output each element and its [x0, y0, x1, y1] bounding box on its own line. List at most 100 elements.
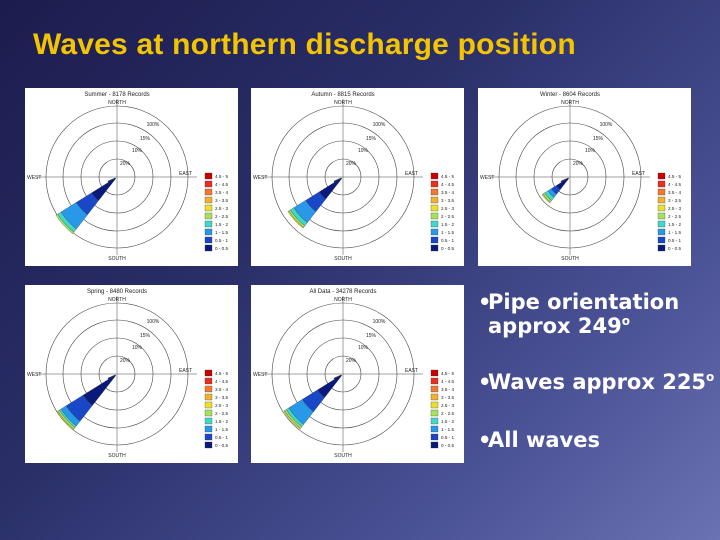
legend-swatch — [430, 196, 439, 204]
legend-label: 2.5 - 3 — [441, 206, 454, 211]
legend-label: 2 - 2.5 — [441, 411, 454, 416]
legend-swatch — [657, 220, 666, 228]
compass-east-label: EAST — [405, 368, 418, 374]
legend-label: 2.5 - 3 — [441, 403, 454, 408]
ring-label: 20% — [573, 161, 584, 167]
rose-wedge — [82, 374, 116, 406]
legend-label: 3 - 3.5 — [441, 395, 454, 400]
legend-label: 2.5 - 3 — [215, 403, 228, 408]
ring-label: 100% — [373, 319, 386, 325]
legend-label: 2 - 2.5 — [215, 214, 228, 219]
legend-swatch — [657, 244, 666, 252]
slide-title: Waves at northern discharge position — [33, 28, 576, 61]
bullet-text: Pipe orientation — [488, 290, 680, 314]
legend-label: 0 - 0.5 — [441, 246, 454, 251]
legend-swatch — [204, 236, 213, 244]
panel-caption: Autumn - 8815 Records — [311, 92, 374, 98]
compass-north-label: NORTH — [561, 100, 579, 106]
rose-wedge-minor — [560, 177, 569, 183]
legend-swatch — [204, 244, 213, 252]
compass-south-label: SOUTH — [334, 256, 352, 262]
rose-wedge — [317, 374, 342, 398]
bullet-pipe-orientation: •Pipe orientation approx 249o — [478, 290, 680, 338]
legend-swatch — [204, 204, 213, 212]
compass-south-label: SOUTH — [108, 453, 126, 459]
legend-swatch — [657, 236, 666, 244]
legend-swatch — [430, 385, 439, 393]
panel-caption: Summer - 8178 Records — [84, 92, 149, 98]
degree-symbol: o — [706, 370, 715, 384]
compass-east-label: EAST — [632, 171, 645, 177]
legend-swatch — [430, 188, 439, 196]
ring-label: 15% — [140, 333, 151, 339]
legend-label: 0 - 0.5 — [215, 443, 228, 448]
rose-plot: Spring - 8480 Records NORTH SOUTH WEST EAST 1… — [27, 289, 228, 459]
bullet-all-waves: •All waves — [478, 428, 600, 452]
legend-label: 3 - 3.5 — [215, 198, 228, 203]
legend-swatch — [204, 196, 213, 204]
legend-label: 4 - 4.5 — [668, 182, 681, 187]
rose-wedge-minor — [107, 177, 116, 183]
legend-swatch — [204, 228, 213, 236]
legend-swatch — [430, 377, 439, 385]
compass-west-label: WEST — [253, 175, 267, 181]
wave-rose-panel-spring: Spring - 8480 Records NORTH SOUTH WEST EAST 1… — [25, 285, 238, 463]
legend-swatch — [430, 425, 439, 433]
legend-label: 4.5 - 5 — [441, 371, 454, 376]
degree-symbol: o — [621, 314, 630, 328]
legend-swatch — [430, 433, 439, 441]
rose-wedge — [283, 410, 301, 430]
compass-west-label: WEST — [480, 175, 494, 181]
ring-label: 20% — [120, 161, 131, 167]
legend-swatch — [430, 180, 439, 188]
ring-label: 100% — [600, 122, 613, 128]
compass-east-label: EAST — [179, 171, 192, 177]
legend-swatch — [204, 188, 213, 196]
legend-swatch — [430, 204, 439, 212]
legend-swatch — [204, 417, 213, 425]
ring-label: 10% — [132, 148, 143, 154]
ring-label: 100% — [147, 122, 160, 128]
legend-swatch — [430, 220, 439, 228]
compass-west-label: WEST — [253, 372, 267, 378]
ring-label: 15% — [140, 136, 151, 142]
legend-label: 2.5 - 3 — [668, 206, 681, 211]
legend-swatch — [204, 441, 213, 449]
compass-north-label: NORTH — [108, 100, 126, 106]
legend-label: 3.5 - 4 — [215, 190, 228, 195]
rose-plot: All Data - 34278 Records NORTH SOUTH WEST EA… — [253, 289, 454, 459]
legend-swatch — [204, 425, 213, 433]
legend-label: 0 - 0.5 — [668, 246, 681, 251]
legend-label: 2 - 2.5 — [668, 214, 681, 219]
bullet-text: Waves approx 225 — [488, 370, 707, 394]
legend-swatch — [430, 393, 439, 401]
ring-label: 20% — [346, 358, 357, 364]
wave-rose-panel-winter: Winter - 8604 Records NORTH SOUTH WEST EAST 1… — [478, 88, 691, 266]
ring-label: 20% — [120, 358, 131, 364]
ring-label: 10% — [132, 345, 143, 351]
panel-caption: Winter - 8604 Records — [540, 92, 600, 98]
rose-plot: Winter - 8604 Records NORTH SOUTH WEST EAST 1… — [480, 92, 681, 262]
legend-label: 4.5 - 5 — [441, 174, 454, 179]
rose-wedge — [319, 177, 342, 200]
ring-label: 20% — [346, 161, 357, 167]
bullet-waves-direction: •Waves approx 225o — [478, 370, 715, 394]
legend-swatch — [430, 409, 439, 417]
compass-south-label: SOUTH — [108, 256, 126, 262]
legend-label: 1 - 1.5 — [215, 230, 228, 235]
legend-label: 0 - 0.5 — [215, 246, 228, 251]
legend-swatch — [204, 369, 213, 377]
legend-label: 3 - 3.5 — [441, 198, 454, 203]
legend-label: 1.5 - 2 — [215, 419, 228, 424]
wave-rose-winter: Winter - 8604 Records NORTH SOUTH WEST EAST 1… — [480, 92, 681, 262]
legend-swatch — [430, 401, 439, 409]
legend-swatch — [204, 180, 213, 188]
compass-east-label: EAST — [179, 368, 192, 374]
legend-swatch — [430, 212, 439, 220]
legend-swatch — [430, 228, 439, 236]
ring-label: 15% — [593, 136, 604, 142]
compass-west-label: WEST — [27, 175, 41, 181]
compass-north-label: NORTH — [108, 297, 126, 303]
legend-label: 4 - 4.5 — [215, 379, 228, 384]
compass-west-label: WEST — [27, 372, 41, 378]
